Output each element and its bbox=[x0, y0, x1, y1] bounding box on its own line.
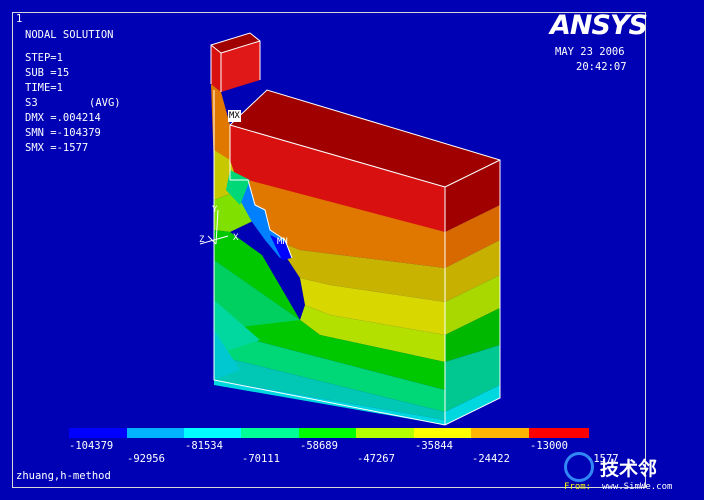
watermark-logo-icon bbox=[564, 452, 594, 482]
side-yellow bbox=[445, 275, 500, 335]
band-green bbox=[214, 260, 445, 390]
time-stamp: 20:42:07 bbox=[576, 61, 627, 73]
side-cyan bbox=[445, 385, 500, 425]
watermark-site: www.SimWe.com bbox=[602, 482, 673, 492]
legend-top-label-2: -81534 bbox=[185, 440, 223, 452]
legend-swatch-1 bbox=[69, 428, 127, 438]
left-lower-sea bbox=[214, 300, 260, 355]
time-label: TIME=1 bbox=[25, 82, 63, 94]
legend-swatch-7 bbox=[414, 428, 471, 438]
band-gold bbox=[275, 240, 445, 302]
window-number: 1 bbox=[16, 13, 23, 25]
post-front-face bbox=[211, 45, 221, 92]
footer-title: zhuang,h-method bbox=[16, 470, 111, 482]
smn-label: SMN =-104379 bbox=[25, 127, 101, 139]
smx-label: SMX =-1577 bbox=[25, 142, 89, 154]
block-top-face bbox=[230, 90, 500, 187]
mn-marker: MN bbox=[277, 237, 288, 247]
watermark: 技术邻 From: www.SimWe.com bbox=[560, 452, 704, 500]
sub-label: SUB =15 bbox=[25, 67, 70, 79]
axis-z-label: Z bbox=[199, 235, 205, 245]
outline-post bbox=[210, 32, 261, 84]
side-red bbox=[445, 160, 500, 232]
band-lime bbox=[300, 305, 445, 362]
legend-swatch-8 bbox=[471, 428, 529, 438]
side-gold bbox=[445, 240, 500, 302]
left-lower-teal bbox=[214, 330, 240, 380]
legend-bottom-label-4: -24422 bbox=[472, 453, 510, 465]
watermark-from: From: bbox=[564, 482, 592, 492]
avg-label: (AVG) bbox=[89, 97, 121, 109]
axis-y-label: Y bbox=[212, 205, 218, 215]
notch-sea bbox=[226, 170, 250, 205]
outline-block bbox=[213, 89, 501, 426]
dmx-label: DMX =.004214 bbox=[25, 112, 101, 124]
legend-swatch-2 bbox=[127, 428, 184, 438]
result-item: S3 bbox=[25, 97, 38, 109]
ansys-logo: ANSYS bbox=[550, 10, 648, 41]
mx-marker: MX bbox=[228, 110, 241, 122]
legend-top-label-1: -104379 bbox=[69, 440, 114, 452]
legend-top-label-5: -13000 bbox=[530, 440, 568, 452]
legend-top-label-3: -58689 bbox=[300, 440, 338, 452]
axis-x-label: X bbox=[233, 233, 239, 243]
legend-swatch-5 bbox=[299, 428, 356, 438]
date-label: MAY 23 2006 bbox=[555, 46, 625, 58]
post-top-face bbox=[211, 33, 260, 53]
legend-swatch-9 bbox=[529, 428, 589, 438]
notch-deep bbox=[270, 235, 292, 260]
watermark-brand: 技术邻 bbox=[600, 458, 658, 480]
legend-swatch-4 bbox=[241, 428, 299, 438]
side-green bbox=[445, 308, 500, 362]
band-orange bbox=[248, 180, 445, 268]
band-sea bbox=[214, 330, 445, 412]
side-sea bbox=[445, 345, 500, 412]
step-label: STEP=1 bbox=[25, 52, 63, 64]
band-yellow bbox=[300, 278, 445, 335]
side-orange bbox=[445, 205, 500, 268]
legend-top-label-4: -35844 bbox=[415, 440, 453, 452]
band-teal bbox=[214, 355, 445, 420]
legend-bottom-label-3: -47267 bbox=[357, 453, 395, 465]
left-lower-green bbox=[214, 260, 300, 330]
left-face-green bbox=[214, 230, 300, 320]
legend-bottom-label-2: -70111 bbox=[242, 453, 280, 465]
legend-swatch-3 bbox=[184, 428, 241, 438]
band-red bbox=[230, 125, 445, 232]
legend-bottom-label-5: -1577 bbox=[587, 453, 619, 465]
viewport-frame bbox=[12, 12, 646, 488]
legend-bottom-label-1: -92956 bbox=[127, 453, 165, 465]
legend-swatch-6 bbox=[356, 428, 414, 438]
post-side-face bbox=[221, 41, 260, 92]
axis-triad bbox=[199, 209, 229, 245]
result-title: NODAL SOLUTION bbox=[25, 29, 114, 41]
